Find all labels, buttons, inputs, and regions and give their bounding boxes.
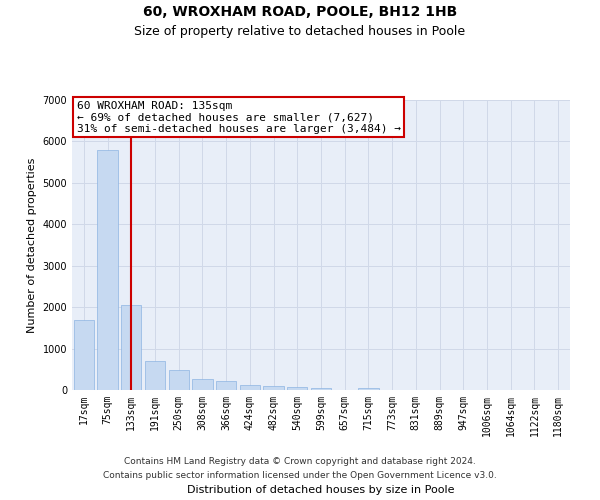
Bar	[74, 320, 94, 390]
Bar	[97, 150, 118, 390]
Bar	[263, 386, 284, 390]
Bar	[240, 385, 260, 390]
Bar	[121, 305, 142, 390]
Y-axis label: Number of detached properties: Number of detached properties	[27, 158, 37, 332]
Bar	[193, 379, 212, 390]
Bar	[287, 386, 307, 390]
Bar	[358, 388, 379, 390]
Text: 60 WROXHAM ROAD: 135sqm
← 69% of detached houses are smaller (7,627)
31% of semi: 60 WROXHAM ROAD: 135sqm ← 69% of detache…	[77, 101, 401, 134]
Text: Contains HM Land Registry data © Crown copyright and database right 2024.
Contai: Contains HM Land Registry data © Crown c…	[103, 458, 497, 479]
Text: Distribution of detached houses by size in Poole: Distribution of detached houses by size …	[187, 485, 455, 495]
Bar	[311, 388, 331, 390]
Text: 60, WROXHAM ROAD, POOLE, BH12 1HB: 60, WROXHAM ROAD, POOLE, BH12 1HB	[143, 5, 457, 19]
Bar	[216, 381, 236, 390]
Bar	[169, 370, 189, 390]
Text: Size of property relative to detached houses in Poole: Size of property relative to detached ho…	[134, 25, 466, 38]
Bar	[145, 361, 165, 390]
